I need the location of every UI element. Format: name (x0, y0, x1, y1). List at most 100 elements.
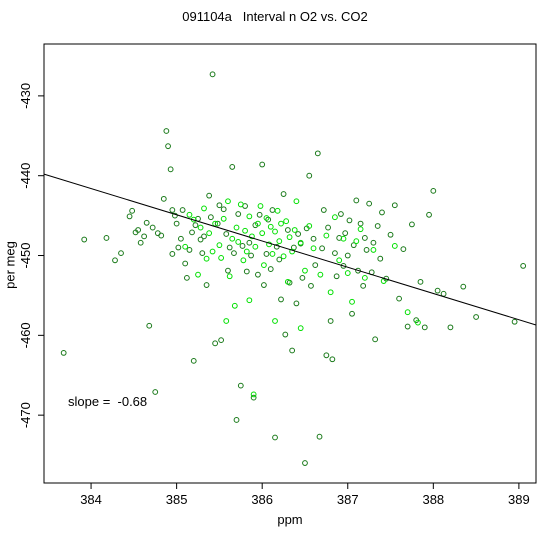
scatter-point (306, 223, 313, 229)
scatter-point (370, 247, 377, 253)
scatter-point (169, 207, 176, 213)
scatter-point (391, 202, 398, 209)
scatter-point (319, 245, 325, 252)
scatter-point (404, 323, 411, 330)
scatter-point (250, 391, 257, 398)
scatter-point (327, 318, 334, 324)
scatter-point (327, 289, 334, 296)
scatter-point (190, 357, 197, 364)
scatter-point (340, 262, 347, 269)
scatter-point (400, 246, 407, 253)
scatter-point (289, 347, 296, 354)
y-tick-label: -440 (18, 163, 33, 189)
scatter-point (250, 394, 257, 401)
scatter-point (149, 224, 156, 231)
scatter-point (278, 220, 284, 227)
scatter-point (201, 205, 207, 212)
scatter-point (216, 202, 223, 209)
scatter-point (209, 248, 216, 255)
scatter-point (158, 232, 165, 239)
scatter-point (186, 211, 193, 218)
scatter-point (297, 239, 304, 246)
scatter-point (314, 150, 321, 157)
scatter-point (316, 433, 323, 440)
scatter-point (229, 235, 236, 242)
scatter-point (291, 227, 298, 233)
scatter-point (154, 230, 161, 237)
scatter-point (218, 337, 225, 344)
scatter-point (282, 331, 289, 338)
scatter-point (197, 236, 204, 243)
scatter-point (377, 255, 384, 262)
scatter-point (169, 251, 176, 257)
scatter-point (267, 266, 274, 272)
scatter-point (201, 233, 207, 240)
scatter-point (182, 260, 189, 267)
scatter-point (220, 215, 227, 222)
scatter-point (349, 310, 355, 317)
scatter-point (273, 243, 280, 250)
scatter-point (387, 231, 394, 238)
scatter-point (357, 220, 364, 227)
scatter-point (239, 243, 246, 249)
scatter-point (323, 232, 330, 239)
scatter-point (152, 389, 159, 395)
scatter-point (223, 231, 230, 237)
scatter-point (434, 287, 441, 294)
scatter-point (370, 239, 377, 246)
scatter-point (81, 236, 88, 243)
regression-line (43, 173, 537, 326)
scatter-point (243, 268, 250, 275)
scatter-point (283, 218, 290, 225)
scatter-point (280, 253, 287, 260)
scatter-point (216, 242, 223, 249)
scatter-point (206, 230, 213, 237)
scatter-point (396, 295, 402, 302)
scatter-point (284, 278, 291, 285)
scatter-point (199, 250, 206, 257)
scatter-point (269, 207, 276, 213)
scatter-point (417, 278, 424, 285)
chart-title: 091104a Interval n O2 vs. CO2 (182, 9, 368, 24)
scatter-point (349, 298, 355, 305)
scatter-point (160, 195, 167, 202)
x-tick-label: 386 (251, 492, 273, 507)
scatter-point (263, 215, 270, 221)
scatter-point (182, 243, 189, 250)
scatter-point (255, 220, 261, 227)
scatter-point (320, 207, 327, 213)
scatter-point (460, 283, 467, 290)
scatter-point (246, 213, 253, 220)
x-tick-label: 387 (337, 492, 359, 507)
scatter-point (332, 250, 338, 257)
scatter-point (246, 239, 253, 246)
scatter-point (269, 251, 276, 257)
scatter-point (192, 222, 199, 229)
scatter-point (126, 213, 133, 220)
scatter-point (276, 238, 283, 245)
scatter-point (189, 229, 195, 236)
y-axis-label: per meg (2, 241, 18, 289)
scatter-point (295, 231, 302, 237)
scatter-point (361, 235, 368, 241)
scatter-point (346, 217, 353, 224)
scatter-point (302, 267, 308, 274)
scatter-point (511, 318, 518, 325)
scatter-point (173, 220, 180, 227)
scatter-point (280, 191, 287, 197)
scatter-point (141, 233, 148, 240)
scatter-point (178, 235, 184, 242)
scatter-point (167, 166, 174, 173)
scatter-point (249, 233, 255, 240)
scatter-point (261, 282, 267, 288)
scatter-point (340, 235, 347, 242)
scatter-point (299, 274, 306, 281)
scatter-point (284, 227, 291, 233)
scatter-point (276, 256, 283, 263)
scatter-point (312, 262, 319, 268)
scatter-point (265, 216, 272, 223)
scatter-point (233, 417, 240, 423)
scatter-point (103, 235, 110, 241)
scatter-point (235, 211, 242, 217)
slope-annotation: slope = -0.68 (68, 394, 148, 409)
